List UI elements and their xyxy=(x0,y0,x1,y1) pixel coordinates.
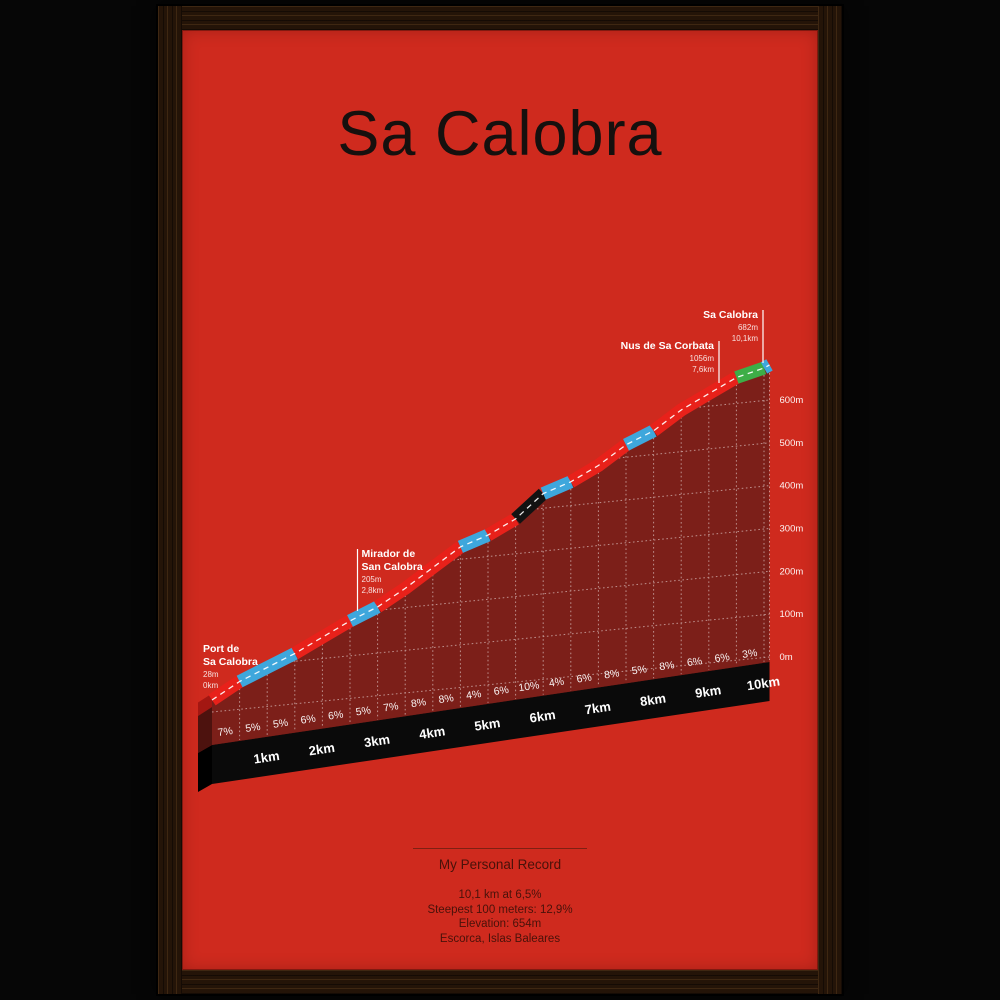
svg-text:3%: 3% xyxy=(741,647,758,661)
svg-text:6%: 6% xyxy=(576,672,593,686)
svg-text:600m: 600m xyxy=(780,395,804,406)
road-centerline xyxy=(211,364,770,701)
svg-text:5km: 5km xyxy=(473,715,501,734)
svg-text:6%: 6% xyxy=(686,655,703,669)
svg-text:7%: 7% xyxy=(383,700,400,714)
svg-text:0m: 0m xyxy=(780,652,793,663)
svg-text:8%: 8% xyxy=(603,667,620,681)
personal-record-section: My Personal Record 10,1 km at 6,5% Steep… xyxy=(182,848,818,946)
svg-text:3km: 3km xyxy=(363,732,391,751)
svg-text:205m: 205m xyxy=(362,575,382,584)
frame-top-bar xyxy=(158,6,842,30)
svg-text:1056m: 1056m xyxy=(690,354,715,363)
svg-text:6%: 6% xyxy=(327,708,344,722)
svg-text:500m: 500m xyxy=(780,438,804,449)
frame-right-bar xyxy=(818,6,842,994)
stat-elevation: Elevation: 654m xyxy=(458,918,542,930)
svg-text:8%: 8% xyxy=(438,692,455,706)
svg-text:Nus de Sa Corbata: Nus de Sa Corbata xyxy=(621,340,715,352)
stat-location: Escorca, Islas Baleares xyxy=(439,932,561,945)
svg-text:4km: 4km xyxy=(418,723,446,742)
svg-text:28m: 28m xyxy=(203,670,219,679)
climb-profile-svg: 1km 2km 3km 4km 5km 6km 7km 8km 9km 10km 7% 5% 5% 6% 6… xyxy=(198,309,804,792)
svg-text:Port de: Port de xyxy=(203,643,239,655)
svg-text:2,8km: 2,8km xyxy=(362,586,384,595)
svg-text:5%: 5% xyxy=(631,663,648,677)
svg-text:8%: 8% xyxy=(410,696,427,710)
svg-text:5%: 5% xyxy=(272,717,289,731)
waypoint-3: Sa Calobra 682m 10,1km xyxy=(703,309,764,363)
svg-text:9km: 9km xyxy=(694,682,722,701)
svg-text:4%: 4% xyxy=(465,688,482,702)
svg-text:100m: 100m xyxy=(780,609,804,620)
svg-text:Mirador de: Mirador de xyxy=(362,548,416,560)
svg-text:6%: 6% xyxy=(714,651,731,665)
svg-text:6%: 6% xyxy=(300,713,317,727)
svg-text:10km: 10km xyxy=(746,674,781,694)
svg-text:Sa Calobra: Sa Calobra xyxy=(703,309,758,321)
divider-line xyxy=(413,848,587,849)
svg-text:San Calobra: San Calobra xyxy=(362,561,423,573)
svg-text:0km: 0km xyxy=(203,681,218,690)
poster-frame: Sa Calobra 1km 2km 3km 4km 5km 6km 7km 8km 9km 10… xyxy=(158,6,842,994)
km-axis-labels: 1km 2km 3km 4km 5km 6km 7km 8km 9km 10km xyxy=(253,674,781,767)
poster-title: Sa Calobra xyxy=(337,99,663,169)
frame-left-bar xyxy=(158,6,182,994)
svg-text:200m: 200m xyxy=(780,566,804,577)
gridlines xyxy=(211,368,771,740)
svg-text:Sa Calobra: Sa Calobra xyxy=(203,656,258,668)
svg-text:8km: 8km xyxy=(639,690,667,709)
svg-text:8%: 8% xyxy=(659,659,676,673)
poster: Sa Calobra 1km 2km 3km 4km 5km 6km 7km 8km 9km 10… xyxy=(182,30,818,970)
svg-text:1km: 1km xyxy=(253,748,281,767)
svg-text:5%: 5% xyxy=(355,704,372,718)
gradient-percent-labels: 7% 5% 5% 6% 6% 5% 7% 8% 8% 4% 6% 10% 4% 6% 8% 5% 8% 6% 6% 3… xyxy=(217,647,758,739)
svg-text:400m: 400m xyxy=(780,481,804,492)
svg-text:6km: 6km xyxy=(529,707,557,726)
km-band xyxy=(212,662,770,784)
waypoint-2: Nus de Sa Corbata 1056m 7,6km xyxy=(621,340,720,383)
svg-text:10,1km: 10,1km xyxy=(732,334,759,343)
svg-text:6%: 6% xyxy=(493,684,510,698)
profile-face xyxy=(212,364,770,745)
svg-text:7%: 7% xyxy=(217,725,234,739)
svg-text:7km: 7km xyxy=(584,699,612,718)
svg-text:682m: 682m xyxy=(738,323,758,332)
elevation-axis-labels: 0m 100m 200m 300m 400m 500m 600m xyxy=(780,395,804,663)
svg-text:10%: 10% xyxy=(518,679,541,694)
footer-heading: My Personal Record xyxy=(438,857,562,872)
svg-text:2km: 2km xyxy=(308,740,336,759)
stat-distance-gradient: 10,1 km at 6,5% xyxy=(458,889,542,901)
climb-profile-chart: 1km 2km 3km 4km 5km 6km 7km 8km 9km 10km 7% 5% 5% 6% 6… xyxy=(182,30,818,970)
svg-text:7,6km: 7,6km xyxy=(692,365,714,374)
svg-text:300m: 300m xyxy=(780,523,804,534)
frame-bottom-bar xyxy=(158,970,842,994)
slab-left-caps xyxy=(198,693,212,792)
svg-text:4%: 4% xyxy=(548,676,565,690)
stat-steepest: Steepest 100 meters: 12,9% xyxy=(427,903,573,916)
svg-text:5%: 5% xyxy=(245,721,262,735)
